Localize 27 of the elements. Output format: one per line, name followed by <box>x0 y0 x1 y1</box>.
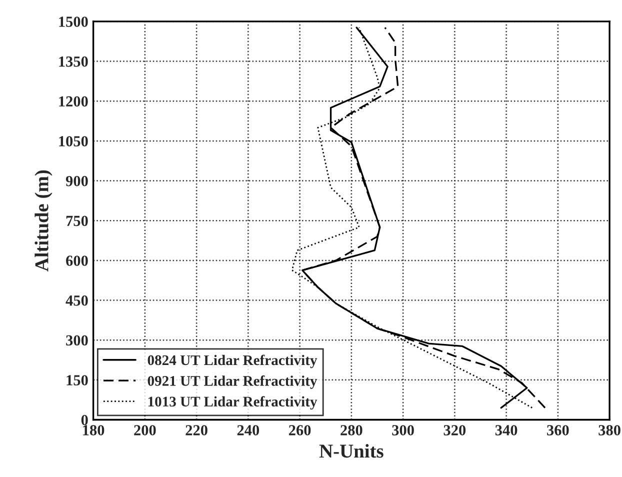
x-tick-label: 360 <box>547 425 569 436</box>
y-tick-label: 600 <box>66 256 88 266</box>
y-tick-label: 450 <box>66 295 88 306</box>
y-tick-label: 0 <box>81 414 88 426</box>
y-tick-label: 900 <box>66 176 88 186</box>
x-axis-title: N-Units <box>319 444 384 458</box>
y-tick-label: 1500 <box>59 16 88 27</box>
x-tick-label: 320 <box>444 425 466 436</box>
x-tick-label: 260 <box>288 425 311 436</box>
x-tick-label: 380 <box>598 425 620 436</box>
y-tick-label: 300 <box>66 335 88 346</box>
x-tick-label: 280 <box>340 425 362 436</box>
y-tick-label: 150 <box>66 375 88 386</box>
y-tick-label: 1200 <box>59 96 88 107</box>
x-tick-label: 240 <box>237 425 260 436</box>
y-tick-label: 750 <box>66 216 88 226</box>
x-tick-label: 220 <box>186 425 208 436</box>
legend-label: 0824 UT Lidar Refractivity <box>148 354 318 368</box>
x-tick-label: 300 <box>392 425 414 436</box>
x-tick-label: 200 <box>134 425 156 436</box>
x-tick-label: 180 <box>83 425 104 436</box>
legend-label: 0921 UT Lidar Refractivity <box>148 375 318 389</box>
y-tick-label: 1350 <box>59 56 88 67</box>
legend-label: 1013 UT Lidar Refractivity <box>148 396 318 410</box>
x-tick-label: 340 <box>495 425 518 436</box>
y-axis-title: Altitude (m) <box>34 170 52 272</box>
y-tick-label: 1050 <box>59 136 88 146</box>
